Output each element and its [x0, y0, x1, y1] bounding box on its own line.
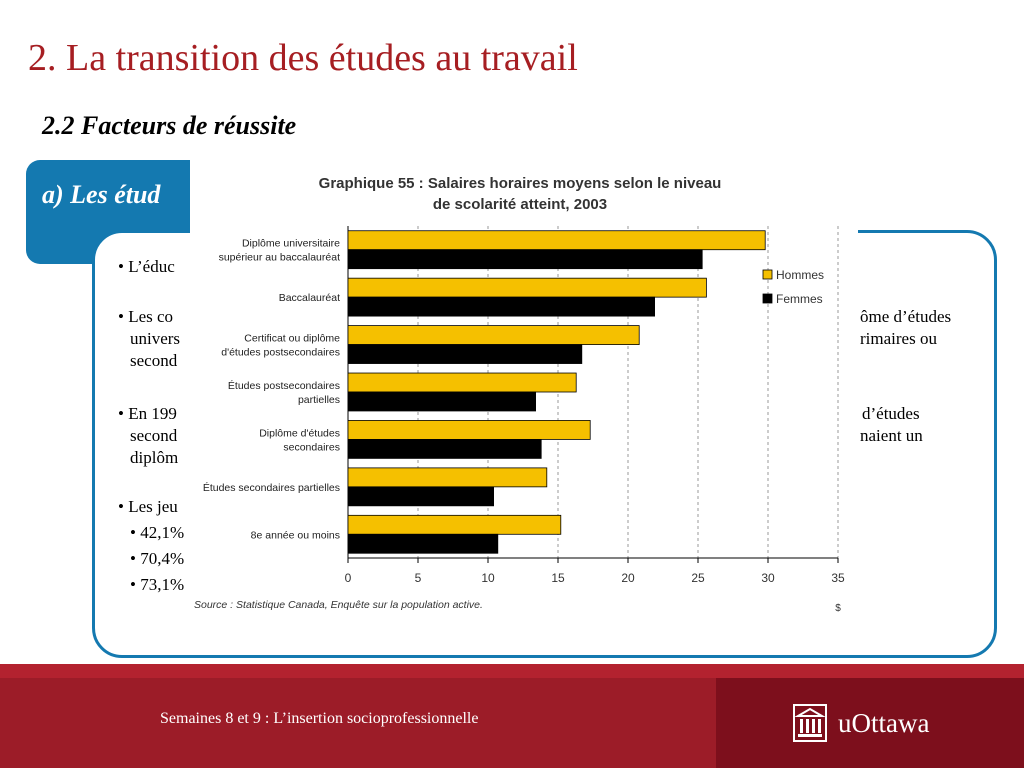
x-tick-label: 20 [621, 571, 635, 585]
bar-hommes [347, 325, 640, 345]
category-label: Baccalauréat [279, 292, 340, 304]
bar-hommes [347, 372, 577, 393]
bullet-2-line-1-end: ôme d’études [860, 307, 952, 326]
legend-label-femmes: Femmes [776, 292, 823, 306]
slide-title: 2. La transition des études au travail [28, 37, 578, 79]
x-tick-label: 15 [551, 571, 565, 585]
slide-subtitle: 2.2 Facteurs de réussite [42, 111, 297, 140]
bullet-3-line-2: second [130, 426, 178, 445]
bullet-2-line-3: second [130, 351, 178, 370]
chart-source: Source : Statistique Canada, Enquête sur… [194, 599, 483, 611]
x-tick-label: 10 [481, 571, 495, 585]
bar-femmes [347, 533, 499, 554]
category-label: Diplôme universitaire [242, 238, 340, 250]
x-tick-label: 25 [691, 571, 705, 585]
bullet-1: • L’éduc [118, 257, 175, 276]
category-label: Études secondaires partielles [203, 481, 340, 494]
x-tick-label: 5 [415, 571, 422, 585]
bar-hommes [347, 230, 766, 251]
bullet-2-line-2-end: rimaires ou [860, 329, 937, 348]
bullet-4: • Les jeu [118, 497, 178, 516]
chart: Graphique 55 : Salaires horaires moyens … [190, 158, 858, 618]
category-label: 8e année ou moins [251, 529, 340, 541]
sub-bullet-3: • 73,1% [130, 575, 185, 594]
bullet-3-line-2-end: naient un [860, 426, 923, 445]
x-axis-label: $ [835, 603, 841, 614]
bar-femmes [347, 439, 542, 459]
category-label: Certificat ou diplôme [244, 333, 340, 345]
bar-hommes [347, 514, 562, 535]
chart-title-line-2: de scolarité atteint, 2003 [433, 196, 607, 213]
bar-femmes [347, 344, 583, 364]
chart-svg: Graphique 55 : Salaires horaires moyens … [194, 175, 845, 614]
legend-label-hommes: Hommes [776, 268, 824, 282]
category-label: d'études postsecondaires [221, 347, 340, 359]
bar-hommes [347, 277, 707, 298]
sub-bullet-1: • 42,1% [130, 523, 185, 542]
bar-hommes [347, 467, 548, 488]
category-label: supérieur au baccalauréat [219, 252, 340, 264]
bullet-3-line-1: • En 199 [118, 404, 177, 423]
bullet-2-line-2: univers [130, 329, 181, 348]
category-label: Diplôme d'études [259, 427, 340, 439]
footer-stripe [0, 664, 1024, 678]
legend-swatch-hommes [762, 269, 773, 280]
chart-title-line-1: Graphique 55 : Salaires horaires moyens … [319, 175, 722, 192]
logo-text: uOttawa [838, 708, 930, 738]
building-icon [793, 704, 827, 742]
x-tick-label: 0 [345, 571, 352, 585]
category-label: Études postsecondaires [228, 379, 340, 392]
x-tick-label: 35 [831, 571, 845, 585]
section-header-label: a) Les étud [42, 180, 161, 209]
category-label: secondaires [283, 441, 340, 453]
bar-femmes [347, 486, 495, 507]
category-label: partielles [298, 394, 340, 406]
bullet-3-line-1-end: d’études [862, 404, 920, 423]
bar-femmes [347, 391, 537, 412]
bullet-2-line-1: • Les co [118, 307, 174, 326]
bar-femmes [347, 249, 703, 270]
legend-swatch-femmes [762, 293, 773, 304]
bar-femmes [347, 296, 656, 317]
footer-logo-panel [716, 664, 1024, 768]
sub-bullet-2: • 70,4% [130, 549, 185, 568]
footer-text: Semaines 8 et 9 : L’insertion socioprofe… [160, 710, 479, 727]
bullet-3-line-3: diplôm [130, 448, 179, 467]
x-tick-label: 30 [761, 571, 775, 585]
bar-hommes [347, 420, 591, 440]
